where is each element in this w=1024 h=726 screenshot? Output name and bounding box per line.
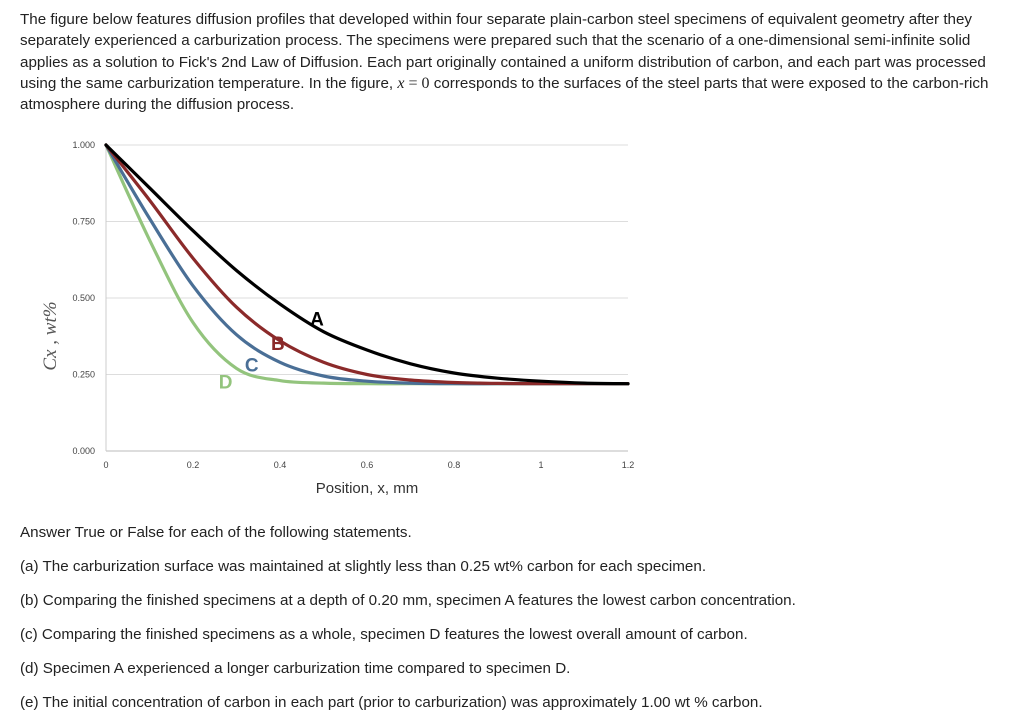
- x-tick-label-6: 1.2: [622, 460, 635, 470]
- x-tick-label-3: 0.6: [361, 460, 374, 470]
- y-tick-label-2: 0.500: [72, 293, 95, 303]
- math-variable-x: x: [397, 74, 405, 92]
- y-axis-label: Cx , wt%: [40, 301, 61, 370]
- x-tick-label-2: 0.4: [274, 460, 287, 470]
- x-tick-label-1: 0.2: [187, 460, 200, 470]
- curve-labels: A BCD: [219, 310, 324, 394]
- statement-c: (c) Comparing the finished specimens as …: [20, 626, 748, 643]
- curve-label-b: B: [271, 334, 285, 355]
- statement-d: (d) Specimen A experienced a longer carb…: [20, 660, 571, 677]
- series-line-c: [104, 143, 630, 386]
- statement-e: (e) The initial concentration of carbon …: [20, 694, 763, 711]
- x-tick-label-5: 1: [538, 460, 543, 470]
- y-tick-label-3: 0.750: [72, 217, 95, 227]
- x-axis-ticks: 0 0.2 0.4 0.6 0.8 1 1.2: [103, 460, 634, 470]
- intro-text-part1: The figure below features diffusion prof…: [20, 11, 986, 92]
- math-zero: 0: [421, 74, 430, 92]
- chart-gridlines: [106, 144, 628, 452]
- problem-intro: The figure below features diffusion prof…: [20, 9, 1010, 115]
- y-axis-ticks: 0.000 0.250 0.500 0.750 1.000: [72, 140, 95, 456]
- statement-a: (a) The carburization surface was mainta…: [20, 558, 707, 575]
- curve-label-c: C: [245, 355, 259, 376]
- intro-paragraph: The figure below features diffusion prof…: [20, 9, 1010, 115]
- statement-b: (b) Comparing the finished specimens at …: [20, 592, 796, 609]
- math-equals: =: [404, 74, 422, 92]
- x-tick-label-0: 0: [103, 460, 108, 470]
- x-axis-label: Position, x, mm: [316, 480, 419, 497]
- x-tick-label-4: 0.8: [448, 460, 461, 470]
- questions-heading: Answer True or False for each of the fol…: [20, 524, 412, 541]
- math-x-equals-zero: x = 0: [397, 75, 429, 92]
- series-line-b: [104, 143, 630, 386]
- series-line-d: [104, 143, 630, 386]
- diffusion-profile-chart: 0.000 0.250 0.500 0.750 1.000 0 0.2 0.4 0.6 0.8 1…: [40, 140, 634, 497]
- y-tick-label-1: 0.250: [72, 370, 95, 380]
- chart-series: [104, 143, 630, 386]
- y-tick-label-4: 1.000: [72, 140, 95, 150]
- curve-label-d: D: [219, 372, 233, 393]
- curve-label-a: A: [310, 310, 324, 331]
- y-tick-label-0: 0.000: [72, 446, 95, 456]
- series-line-a: [104, 143, 630, 386]
- intro-text-part2: corresponds to the surfaces of the steel…: [20, 74, 989, 114]
